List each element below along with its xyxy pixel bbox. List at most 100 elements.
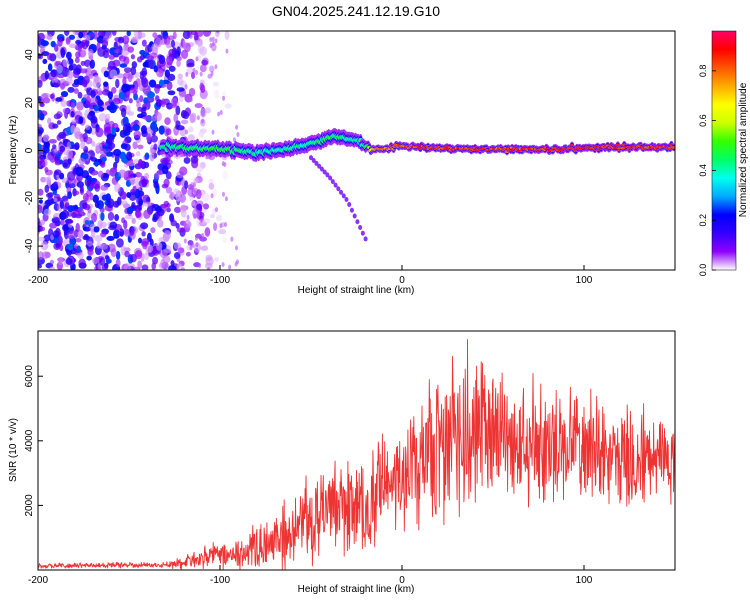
heatmap-cell — [135, 78, 141, 87]
heatmap-cell — [179, 193, 186, 203]
heatmap-cell — [48, 138, 57, 144]
heatmap-cell — [38, 199, 43, 204]
heatmap-cell — [38, 143, 42, 151]
heatmap-cell — [39, 219, 46, 226]
heatmap-cell — [134, 250, 143, 260]
heatmap-cell — [211, 41, 215, 47]
heatmap-cell — [177, 73, 184, 79]
heatmap-cell — [221, 191, 225, 197]
heatmap-cell — [170, 260, 175, 266]
heatmap-cell — [167, 35, 175, 41]
heatmap-cell — [65, 257, 73, 265]
heatmap-cell — [86, 241, 93, 247]
heatmap-cell — [64, 31, 70, 36]
heatmap-cell — [197, 31, 204, 37]
heatmap-cell — [80, 60, 86, 66]
heatmap-cell — [151, 43, 159, 51]
heatmap-cell — [131, 201, 136, 209]
heatmap-cell — [141, 264, 149, 270]
heatmap-cell — [195, 189, 202, 200]
heatmap-cell — [140, 111, 147, 118]
heatmap-cell — [124, 170, 129, 178]
heatmap-cell — [146, 133, 152, 143]
heatmap-cell — [309, 155, 313, 161]
heatmap-x-tick-label: -100 — [210, 275, 230, 286]
heatmap-cell — [341, 193, 346, 199]
heatmap-cell — [221, 262, 225, 268]
heatmap-cell — [214, 207, 218, 213]
heatmap-cell — [143, 201, 151, 207]
heatmap-cell — [142, 106, 147, 112]
heatmap-cell — [222, 237, 228, 243]
heatmap-cell — [45, 155, 54, 161]
snr-panel: -200 -100 0 100 2000 4000 6000 Height of stra… — [8, 330, 676, 595]
heatmap-cell — [164, 117, 171, 126]
heatmap-cell — [60, 82, 65, 90]
heatmap-cell — [137, 106, 144, 112]
heatmap-cell — [78, 116, 84, 124]
heatmap-cell — [78, 258, 86, 268]
heatmap-cell — [176, 227, 185, 233]
heatmap-cell — [192, 67, 196, 73]
heatmap-cell — [194, 235, 198, 241]
heatmap-cell — [82, 193, 89, 202]
heatmap-cell — [108, 54, 115, 60]
heatmap-cell — [325, 172, 330, 178]
heatmap-cell — [150, 134, 158, 143]
heatmap-cell — [91, 212, 97, 223]
heatmap-cell — [40, 93, 49, 102]
snr-series-line — [38, 339, 675, 570]
heatmap-cell — [38, 263, 43, 269]
heatmap-cell — [199, 46, 207, 56]
heatmap-x-ticks: -200 -100 0 100 — [28, 265, 593, 286]
heatmap-cell — [146, 91, 156, 99]
heatmap-cell — [38, 204, 43, 214]
heatmap-cell — [150, 227, 156, 234]
colorbar-tick-label: 0.4 — [698, 164, 708, 177]
heatmap-cell — [53, 197, 58, 203]
heatmap-cell — [67, 191, 73, 200]
heatmap-cell — [46, 52, 53, 61]
heatmap-cell — [152, 256, 158, 265]
heatmap-cell — [94, 200, 100, 209]
heatmap-cell — [328, 175, 333, 181]
heatmap-cell — [141, 39, 147, 47]
heatmap-cell — [230, 236, 234, 242]
heatmap-cell — [177, 77, 184, 86]
heatmap-cell — [170, 39, 176, 48]
heatmap-cell — [97, 170, 104, 178]
heatmap-cell — [184, 180, 189, 190]
heatmap-cell — [149, 153, 155, 162]
heatmap-cell — [38, 35, 41, 42]
heatmap-cell — [52, 123, 59, 129]
snr-y-ticks: 2000 4000 6000 — [24, 365, 43, 517]
heatmap-cell — [110, 87, 117, 94]
heatmap-cell — [153, 181, 159, 189]
heatmap-cell — [336, 186, 341, 192]
heatmap-cell — [141, 67, 148, 78]
heatmap-cell — [116, 73, 125, 79]
heatmap-cell — [82, 153, 89, 160]
heatmap-cell — [130, 54, 135, 60]
heatmap-cell — [107, 91, 114, 100]
heatmap-cell — [187, 126, 194, 133]
heatmap-cell — [358, 224, 363, 230]
heatmap-cell — [214, 257, 220, 262]
heatmap-cell — [156, 208, 165, 217]
heatmap-y-tick-label: 20 — [24, 97, 35, 109]
snr-x-tick-label: 100 — [576, 575, 593, 586]
heatmap-cell — [141, 178, 148, 188]
heatmap-cell — [128, 169, 134, 179]
snr-y-tick-label: 6000 — [24, 365, 35, 388]
heatmap-cell — [198, 129, 205, 138]
heatmap-cell — [50, 69, 57, 78]
heatmap-cell — [175, 105, 181, 116]
heatmap-cell — [73, 88, 79, 95]
heatmap-cell — [196, 203, 203, 211]
heatmap-cell — [129, 226, 135, 236]
heatmap-cell — [120, 58, 125, 64]
heatmap-cell — [99, 207, 105, 213]
heatmap-cell — [344, 196, 349, 202]
heatmap-cell — [75, 39, 82, 45]
heatmap-cell — [190, 112, 197, 123]
